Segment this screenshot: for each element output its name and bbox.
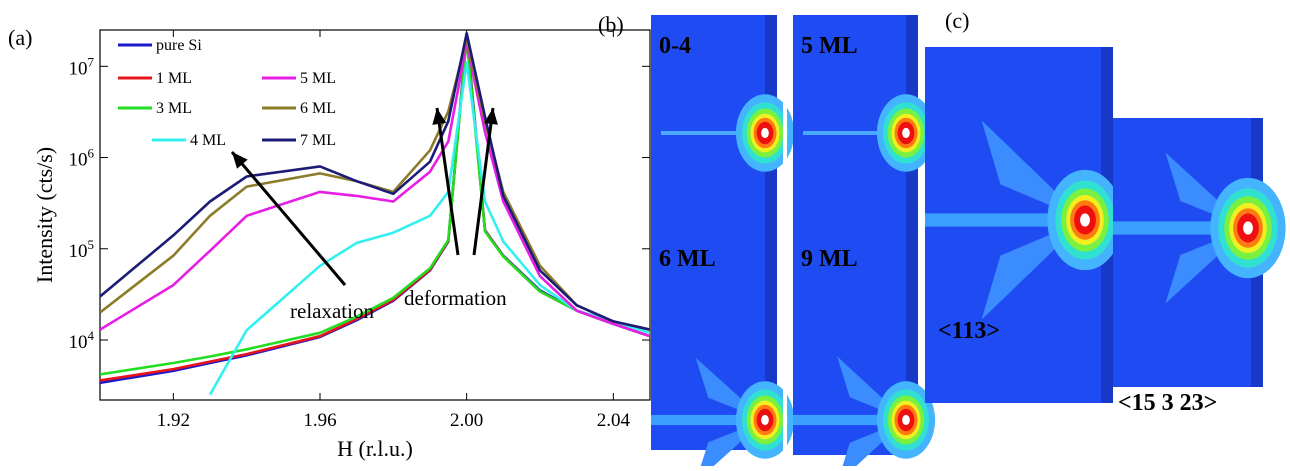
series-line xyxy=(208,61,650,396)
streak xyxy=(661,131,765,135)
series-lines xyxy=(100,31,650,396)
image-panels: 0-4 5 ML 6 ML 9 ML <113> <15 3 23> xyxy=(651,15,1286,471)
y-axis-label: Intensity (cts/s) xyxy=(32,147,57,283)
image-label: 5 ML xyxy=(801,33,858,59)
streak xyxy=(793,414,906,426)
panel-label: (b) xyxy=(598,12,624,37)
series-line xyxy=(100,31,650,331)
arrow-head xyxy=(232,152,248,169)
intensity-blob xyxy=(902,127,910,139)
x-tick-label: 1.96 xyxy=(303,410,336,431)
arrow-head xyxy=(484,108,498,125)
intensity-blob xyxy=(761,127,769,139)
image-label: 9 ML xyxy=(801,246,858,272)
legend-label: pure Si xyxy=(156,37,202,54)
arrow xyxy=(230,151,347,286)
annotation: relaxation xyxy=(290,299,374,323)
plot: 1.92 1.96 2.00 2.04 104 105 106 107 pure Si 1 ML 3… xyxy=(69,29,651,431)
x-axis-label: H (r.l.u.) xyxy=(337,436,413,461)
legend-label: 7 ML xyxy=(300,132,336,149)
streak xyxy=(981,120,1085,220)
y-tick-label: 106 xyxy=(69,146,95,171)
legend-label: 5 ML xyxy=(300,70,336,87)
streak xyxy=(803,131,906,135)
legend-label: 4 ML xyxy=(190,132,226,149)
intensity-blob xyxy=(1243,221,1253,235)
arrow-head xyxy=(432,108,447,125)
intensity-blob xyxy=(902,414,910,426)
intensity-blob xyxy=(1080,213,1090,227)
y-tick-label: 104 xyxy=(69,328,95,353)
streak xyxy=(837,356,906,420)
series-line xyxy=(100,41,650,338)
image-label: <15 3 23> xyxy=(1118,390,1217,416)
y-tick-label: 105 xyxy=(69,237,95,262)
legend-label: 1 ML xyxy=(156,70,192,87)
x-tick-label: 1.92 xyxy=(157,410,190,431)
arrow xyxy=(472,107,495,256)
legend-label: 3 ML xyxy=(156,100,192,117)
y-tick-label: 107 xyxy=(69,54,95,79)
streak xyxy=(651,414,765,426)
streak xyxy=(981,220,1085,320)
legend-label: 6 ML xyxy=(300,100,336,117)
image-label: 0-4 xyxy=(659,33,691,59)
image-label: 6 ML xyxy=(659,246,716,272)
x-tick-label: 2.04 xyxy=(597,410,631,431)
arrow xyxy=(435,107,460,256)
series-line xyxy=(100,37,650,376)
panel-label: (c) xyxy=(945,8,969,33)
streak xyxy=(925,213,1085,227)
intensity-blob xyxy=(761,414,769,426)
image-label: <113> xyxy=(938,318,1000,344)
annotation: deformation xyxy=(404,286,507,310)
panel-label: (a) xyxy=(8,25,32,50)
plot-frame xyxy=(99,29,651,401)
series-line xyxy=(100,35,650,382)
x-tick-label: 2.00 xyxy=(450,410,483,431)
